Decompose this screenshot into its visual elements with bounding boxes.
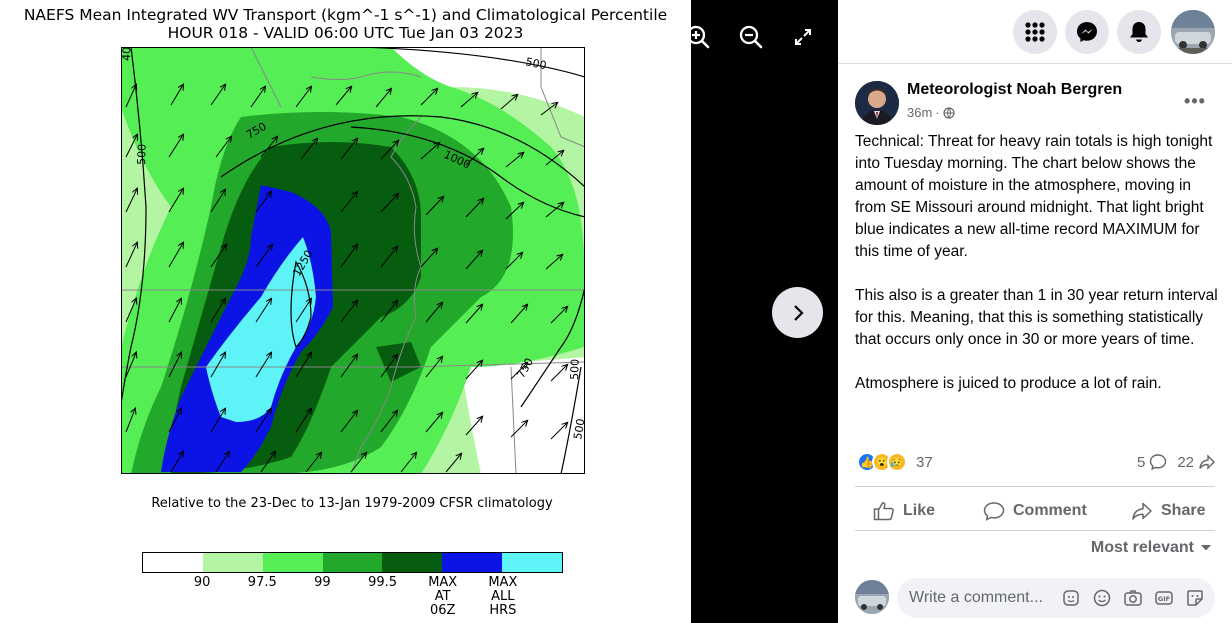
share-label: Share [1161,502,1206,519]
legend-swatch [322,553,383,572]
map-subtitle: HOUR 018 - VALID 06:00 UTC Tue Jan 03 20… [167,24,524,42]
post-options-button[interactable]: ••• [1180,86,1210,116]
sort-label: Most relevant [1090,539,1194,556]
comment-input[interactable] [909,578,1054,618]
engagement-counts: 5 22 [1137,453,1216,471]
weather-map-image: NAEFS Mean Integrated WV Transport (kgm^… [0,0,691,623]
region-below-90-southeast [461,357,584,473]
reaction-count: 37 [916,453,933,471]
climatology-note: Relative to the 23-Dec to 13-Jan 1979-20… [151,496,553,511]
globe-icon [943,106,955,119]
profile-avatar[interactable] [1171,10,1215,54]
contour-label: 500 [524,55,547,72]
post-body: Technical: Threat for heavy rain totals … [855,131,1220,417]
menu-grid-icon [1025,22,1045,42]
wv-transport-map: 500 750 1000 1250 500 750 500 500 40 [121,47,585,474]
legend-label: MAX ALL HRS [488,575,518,618]
region-max-all-hours [206,237,316,422]
photo-viewer: NAEFS Mean Integrated WV Transport (kgm^… [0,0,823,623]
svg-text:GIF: GIF [1158,595,1170,603]
legend-swatch [143,553,203,572]
sticker-icon [1187,590,1203,606]
post-time[interactable]: 36m [907,105,933,120]
author-photo [855,81,899,125]
top-divider [838,63,1232,64]
legend-label: MAX AT 06Z [428,575,458,618]
comment-composer: GIF [897,578,1215,618]
caret-down-icon [1201,545,1211,551]
avatar-sticker-icon [1063,590,1079,606]
contour-label: 40 [121,47,133,61]
share-count[interactable]: 22 [1177,453,1194,471]
gif-icon: GIF [1155,591,1173,605]
percentile-legend-bar [142,552,563,573]
contour-label: 500 [135,144,149,165]
emoji-button[interactable] [1091,587,1113,609]
camera-button[interactable] [1122,587,1144,609]
divider [855,530,1215,531]
commenter-photo [855,580,889,614]
legend-swatch [202,553,263,572]
comment-bubble-icon [1150,454,1167,471]
sad-reaction-icon: 😥 [887,452,907,472]
menu-button[interactable] [1013,10,1057,54]
post-author[interactable]: Meteorologist Noah Bergren [907,81,1123,98]
next-photo-button[interactable] [772,287,823,338]
commenter-avatar[interactable] [855,580,889,614]
divider [855,486,1215,487]
like-label: Like [903,502,936,519]
legend-swatch [262,553,323,572]
more-dots-icon: ••• [1184,90,1206,111]
messenger-button[interactable] [1065,10,1109,54]
sticker-button[interactable] [1184,587,1206,609]
camera-icon [1124,590,1142,606]
legend-swatch [502,553,563,572]
comment-label: Comment [1013,502,1087,519]
zoom-out-button[interactable] [733,19,769,55]
post-meta: 36m · [907,105,955,120]
emoji-icon [1093,589,1111,607]
avatar-sticker-button[interactable] [1060,587,1082,609]
zoom-in-icon [686,25,710,49]
map-title: NAEFS Mean Integrated WV Transport (kgm^… [23,6,668,24]
contour-label: 500 [568,359,582,380]
reactions-summary[interactable]: 👍 😮 😥 37 [857,452,933,472]
fullscreen-button[interactable] [785,19,821,55]
expand-icon [795,29,811,45]
like-button[interactable]: Like [873,497,935,525]
share-arrow-icon [1199,454,1215,470]
legend-swatch [382,553,443,572]
map-frame [121,47,585,474]
comment-count[interactable]: 5 [1136,453,1146,471]
profile-photo [1171,10,1215,54]
legend-label: 99.5 [368,575,398,590]
messenger-icon [1077,22,1097,42]
author-avatar[interactable] [855,81,899,125]
comment-sort-dropdown[interactable]: Most relevant [1091,539,1212,557]
post-paragraph: Technical: Threat for heavy rain totals … [855,133,1213,260]
gif-button[interactable]: GIF [1153,587,1175,609]
legend-swatch [442,553,503,572]
comment-button[interactable]: Comment [983,497,1087,525]
chevron-right-icon [793,304,804,321]
legend-label: 97.5 [247,575,277,590]
thumbs-up-icon [873,502,894,521]
share-icon [1132,502,1152,520]
legend-label: 99 [314,575,331,590]
flow-arrows [125,85,567,473]
transport-contours [121,47,584,473]
share-button[interactable]: Share [1131,497,1205,525]
zoom-in-button[interactable] [680,19,716,55]
zoom-out-icon [739,25,763,49]
post-paragraph: This also is a greater than 1 in 30 year… [855,287,1218,348]
contour-label: 500 [571,418,585,441]
post-paragraph: Atmosphere is juiced to produce a lot of… [855,375,1162,392]
comment-icon [983,502,1005,521]
legend-label: 90 [193,575,211,590]
notifications-button[interactable] [1117,10,1161,54]
bell-icon [1130,22,1148,42]
post-sidebar: Meteorologist Noah Bergren 36m · ••• Tec… [838,0,1232,623]
